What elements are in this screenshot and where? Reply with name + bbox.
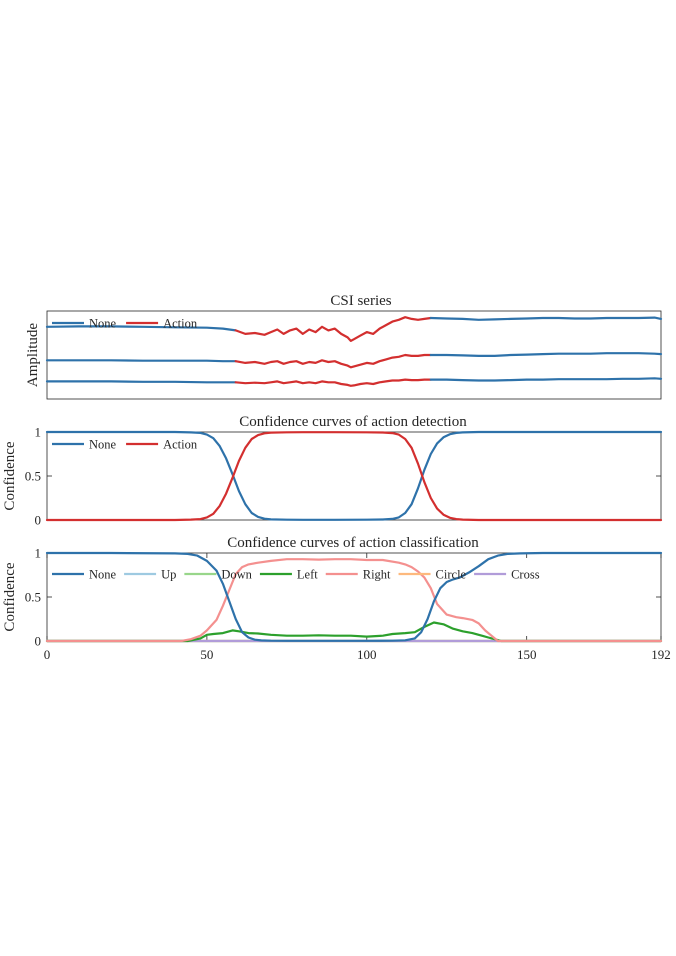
- legend-label-circle: Circle: [436, 568, 467, 582]
- panel-3-ylabel: Confidence: [2, 562, 18, 631]
- panel-action-detection: Confidence curves of action detection Co…: [2, 414, 663, 528]
- ytick-label: 1: [35, 425, 42, 440]
- series-line-left: [45, 621, 663, 643]
- panel-action-classification: Confidence curves of action classificati…: [2, 535, 671, 662]
- panel-3-plot: [45, 551, 663, 643]
- panel-1-ylabel: Amplitude: [25, 323, 41, 388]
- legend-label-up: Up: [161, 568, 176, 582]
- legend-label-left: Left: [297, 568, 318, 582]
- ytick-label: 0.5: [25, 469, 41, 484]
- series-line-right: [45, 558, 663, 643]
- legend-label-none: None: [89, 317, 117, 331]
- ytick-label: 0: [35, 634, 42, 649]
- panel-csi-series: CSI series Amplitude None Action: [25, 293, 663, 400]
- panel-2-yticks: 00.51: [25, 425, 661, 528]
- panel-1-legend: None Action: [52, 317, 198, 331]
- series-line-action-trace-2: [234, 353, 432, 369]
- ytick-label: 1: [35, 546, 42, 561]
- ytick-label: 0: [35, 513, 42, 528]
- series-line-action-trace-1: [234, 316, 432, 342]
- xtick-label: 150: [517, 647, 537, 662]
- series-line-none: [45, 430, 663, 521]
- legend-label-down: Down: [221, 568, 252, 582]
- xtick-label: 100: [357, 647, 377, 662]
- panel-3-title: Confidence curves of action classificati…: [227, 535, 479, 551]
- panel-2-axes-box: [46, 431, 662, 521]
- panel-3-axes-box: [46, 552, 662, 642]
- legend-label-action: Action: [163, 317, 198, 331]
- panel-1-plot: [45, 316, 663, 387]
- xtick-label: 50: [200, 647, 213, 662]
- xtick-label: 192: [651, 647, 671, 662]
- legend-label-none: None: [89, 568, 117, 582]
- series-line-none-trace-2: [45, 359, 237, 363]
- panel-3-xticks: 0 50 100 150 192: [44, 553, 671, 662]
- series-line-none: [45, 551, 663, 642]
- series-line-none-trace-1: [429, 316, 663, 321]
- series-line-none-trace-3: [429, 377, 663, 382]
- panel-3-legend: None Up Down Left Right Circle Cross: [52, 568, 540, 582]
- panel-2-plot: [45, 430, 663, 522]
- series-line-none-trace-1: [45, 325, 237, 332]
- panel-2-title: Confidence curves of action detection: [239, 414, 467, 430]
- panel-3-yticks: 00.51: [25, 546, 661, 649]
- legend-label-cross: Cross: [511, 568, 540, 582]
- series-line-action: [45, 431, 663, 522]
- panel-2-ylabel: Confidence: [2, 441, 18, 510]
- legend-label-right: Right: [363, 568, 391, 582]
- panel-1-title: CSI series: [330, 293, 391, 309]
- series-line-action-trace-3: [234, 378, 432, 387]
- legend-label-action: Action: [163, 438, 198, 452]
- xtick-label: 0: [44, 647, 51, 662]
- panel-2-legend: None Action: [52, 438, 198, 452]
- series-line-none-trace-2: [429, 352, 663, 357]
- series-line-none-trace-3: [45, 380, 237, 384]
- legend-label-none: None: [89, 438, 117, 452]
- ytick-label: 0.5: [25, 590, 41, 605]
